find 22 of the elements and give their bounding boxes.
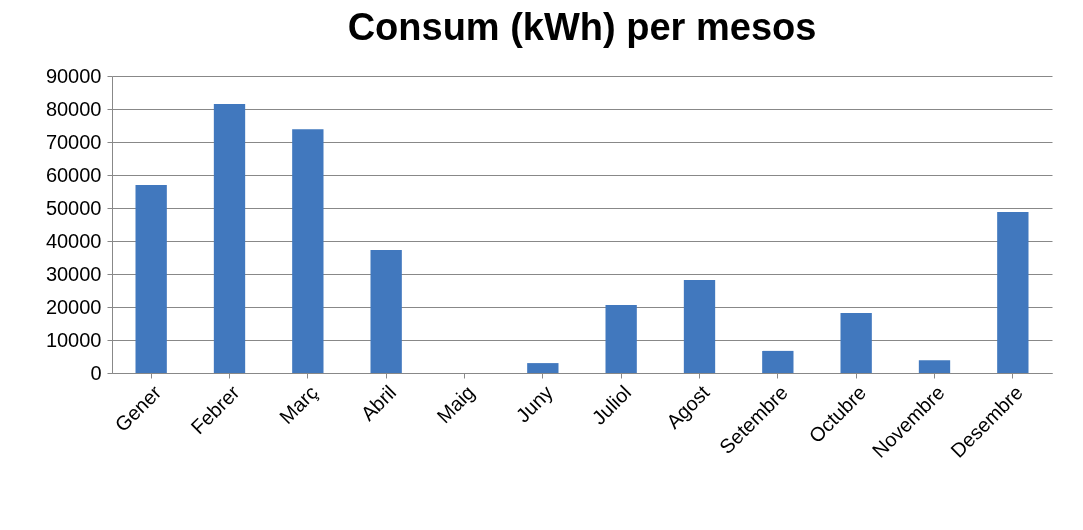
bar [135, 184, 167, 373]
bar [840, 312, 872, 373]
bar [683, 279, 716, 373]
y-tick-label: 30000 [45, 262, 102, 285]
bar [605, 305, 637, 373]
y-tick-label: 20000 [45, 295, 102, 318]
bar [292, 129, 324, 373]
chart-title: Consum (kWh) per mesos [347, 6, 817, 48]
bar [997, 211, 1029, 373]
bar [918, 360, 951, 373]
y-tick-label: 70000 [45, 130, 102, 153]
y-tick-label: 40000 [45, 229, 102, 252]
y-tick-label: 0 [90, 361, 102, 384]
bar [762, 350, 794, 373]
bar [370, 249, 402, 373]
bar [213, 104, 246, 373]
y-tick-label: 80000 [45, 97, 102, 120]
y-tick-label: 10000 [45, 328, 102, 351]
y-tick-label: 90000 [45, 64, 102, 87]
y-tick-label: 50000 [45, 196, 102, 219]
y-tick-label: 60000 [45, 163, 102, 186]
bar [527, 363, 559, 373]
